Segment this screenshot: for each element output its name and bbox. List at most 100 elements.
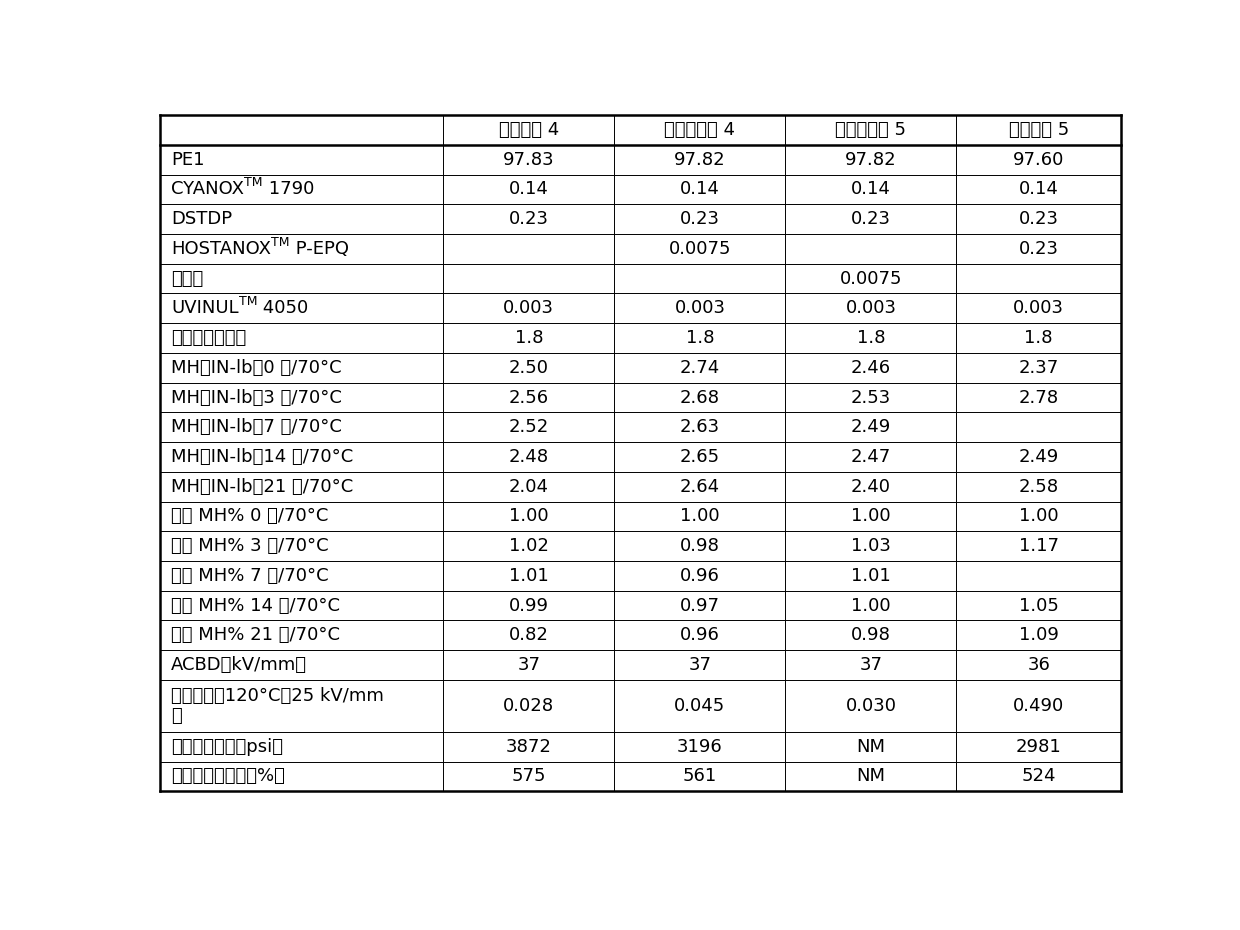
Text: 0.23: 0.23 xyxy=(1018,210,1059,228)
Bar xyxy=(614,531,785,561)
Text: 2.52: 2.52 xyxy=(508,418,549,436)
Bar xyxy=(444,472,614,501)
Bar xyxy=(785,472,956,501)
Bar xyxy=(614,205,785,234)
Text: 1.03: 1.03 xyxy=(851,538,890,555)
Text: 0.23: 0.23 xyxy=(1018,240,1059,258)
Bar xyxy=(160,175,444,205)
Bar xyxy=(160,531,444,561)
Bar xyxy=(444,324,614,352)
Bar xyxy=(444,680,614,732)
Bar xyxy=(785,531,956,561)
Text: 0.97: 0.97 xyxy=(680,596,720,615)
Text: 残留 MH% 7 天/70°C: 残留 MH% 7 天/70°C xyxy=(171,566,329,585)
Bar xyxy=(956,561,1121,591)
Bar xyxy=(956,501,1121,531)
Bar xyxy=(160,762,444,791)
Bar xyxy=(785,324,956,352)
Bar xyxy=(444,294,614,324)
Text: 2.04: 2.04 xyxy=(508,478,549,496)
Bar xyxy=(444,352,614,382)
Bar xyxy=(956,412,1121,442)
Text: TM: TM xyxy=(239,296,258,309)
Text: 2.68: 2.68 xyxy=(680,389,720,406)
Bar xyxy=(160,205,444,234)
Bar xyxy=(956,620,1121,650)
Text: 2.47: 2.47 xyxy=(851,448,892,466)
Text: 2.49: 2.49 xyxy=(851,418,892,436)
Text: 524: 524 xyxy=(1022,767,1056,786)
Bar xyxy=(785,294,956,324)
Bar xyxy=(956,115,1121,145)
Bar xyxy=(160,561,444,591)
Text: NM: NM xyxy=(857,767,885,786)
Text: 1.17: 1.17 xyxy=(1018,538,1059,555)
Text: 1.00: 1.00 xyxy=(1019,508,1059,525)
Text: 2.40: 2.40 xyxy=(851,478,892,496)
Bar xyxy=(956,264,1121,294)
Bar xyxy=(444,762,614,791)
Text: 0.003: 0.003 xyxy=(1013,299,1064,317)
Text: ACBD（kV/mm）: ACBD（kV/mm） xyxy=(171,656,308,674)
Text: 1.8: 1.8 xyxy=(686,329,714,347)
Bar xyxy=(614,324,785,352)
Bar xyxy=(614,620,785,650)
Bar xyxy=(785,620,956,650)
Bar xyxy=(785,205,956,234)
Bar xyxy=(444,732,614,762)
Bar xyxy=(614,591,785,620)
Bar xyxy=(614,175,785,205)
Text: MH（IN-lb）21 天/70°C: MH（IN-lb）21 天/70°C xyxy=(171,478,353,496)
Text: 残留 MH% 21 天/70°C: 残留 MH% 21 天/70°C xyxy=(171,626,340,644)
Bar xyxy=(444,234,614,264)
Text: 2.53: 2.53 xyxy=(851,389,892,406)
Text: 残留 MH% 0 天/70°C: 残留 MH% 0 天/70°C xyxy=(171,508,329,525)
Text: P-EPQ: P-EPQ xyxy=(290,240,348,258)
Bar xyxy=(160,442,444,472)
Text: NM: NM xyxy=(857,737,885,756)
Text: 0.0075: 0.0075 xyxy=(839,270,903,287)
Text: 37: 37 xyxy=(859,656,883,674)
Bar xyxy=(614,561,785,591)
Text: TM: TM xyxy=(244,177,263,190)
Bar xyxy=(956,531,1121,561)
Text: 0.23: 0.23 xyxy=(508,210,549,228)
Bar xyxy=(614,732,785,762)
Text: 2.50: 2.50 xyxy=(508,359,549,377)
Bar xyxy=(160,234,444,264)
Text: 0.82: 0.82 xyxy=(508,626,549,644)
Text: 3196: 3196 xyxy=(677,737,723,756)
Text: 0.23: 0.23 xyxy=(680,210,720,228)
Bar xyxy=(785,382,956,412)
Text: 0.045: 0.045 xyxy=(675,697,725,715)
Text: 2.78: 2.78 xyxy=(1018,389,1059,406)
Text: 1.8: 1.8 xyxy=(1024,329,1053,347)
Bar xyxy=(956,442,1121,472)
Bar xyxy=(160,620,444,650)
Bar xyxy=(956,205,1121,234)
Bar xyxy=(614,680,785,732)
Text: 0.14: 0.14 xyxy=(508,180,549,198)
Text: 0.99: 0.99 xyxy=(508,596,549,615)
Bar xyxy=(160,324,444,352)
Bar xyxy=(444,115,614,145)
Text: 初始抗张强度（psi）: 初始抗张强度（psi） xyxy=(171,737,283,756)
Bar xyxy=(444,620,614,650)
Bar xyxy=(614,115,785,145)
Bar xyxy=(785,145,956,175)
Bar xyxy=(785,234,956,264)
Text: 比较实例 5: 比较实例 5 xyxy=(1008,121,1069,140)
Text: 97.82: 97.82 xyxy=(846,151,897,168)
Text: 本发明实例 4: 本发明实例 4 xyxy=(665,121,735,140)
Text: TM: TM xyxy=(272,236,290,249)
Bar xyxy=(956,352,1121,382)
Text: 2.46: 2.46 xyxy=(851,359,892,377)
Bar xyxy=(444,561,614,591)
Text: 1.01: 1.01 xyxy=(851,566,890,585)
Bar xyxy=(160,412,444,442)
Bar xyxy=(444,145,614,175)
Text: MH（IN-lb）0 天/70°C: MH（IN-lb）0 天/70°C xyxy=(171,359,342,377)
Text: 37: 37 xyxy=(688,656,712,674)
Bar xyxy=(444,264,614,294)
Bar xyxy=(785,732,956,762)
